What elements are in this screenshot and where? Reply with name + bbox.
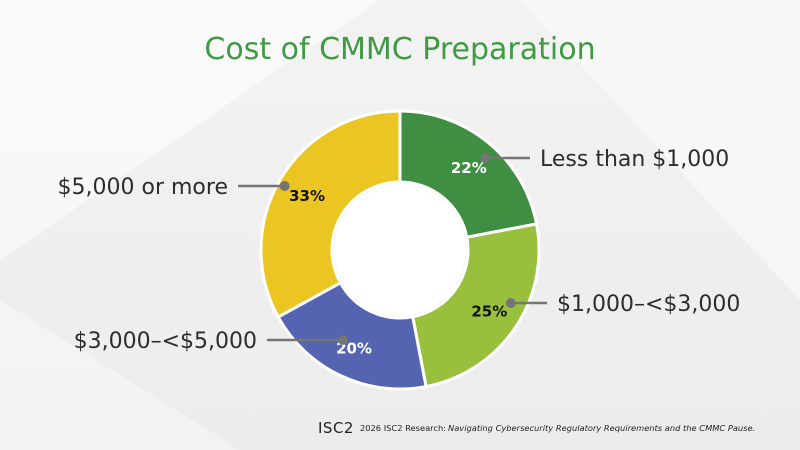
category-label-5-000-or-more: $5,000 or more — [58, 175, 228, 200]
category-label-less-than-1-000: Less than $1,000 — [540, 147, 729, 172]
source-footer: ISC2 2026 ISC2 Research: Navigating Cybe… — [318, 418, 788, 438]
isc2-logo: ISC2 — [318, 419, 354, 437]
source-prefix: 2026 ISC2 Research: — [359, 423, 446, 433]
slice-3-000-5-000 — [276, 280, 428, 391]
callout-dot-3-000-5-000 — [337, 335, 348, 345]
callout-dot-5-000-or-more — [279, 181, 290, 191]
source-title: Navigating Cybersecurity Regulatory Requ… — [448, 423, 756, 433]
chart-title: Cost of CMMC Preparation — [204, 32, 596, 67]
data-label-5-000-or-more: 33% — [289, 187, 325, 205]
slice-1-000-3-000 — [410, 222, 541, 389]
slice-5-000-or-more — [259, 109, 402, 320]
category-label-3-000-5-000: $3,000–<$5,000 — [74, 329, 257, 354]
slice-less-than-1-000 — [398, 109, 539, 240]
callout-dot-less-than-1-000 — [480, 153, 491, 163]
category-label-1-000-3-000: $1,000–<$3,000 — [557, 292, 740, 317]
callout-dot-1-000-3-000 — [505, 298, 516, 308]
donut-hole — [334, 184, 466, 316]
data-label-1-000-3-000: 25% — [471, 303, 507, 321]
data-label-less-than-1-000: 22% — [451, 159, 487, 177]
